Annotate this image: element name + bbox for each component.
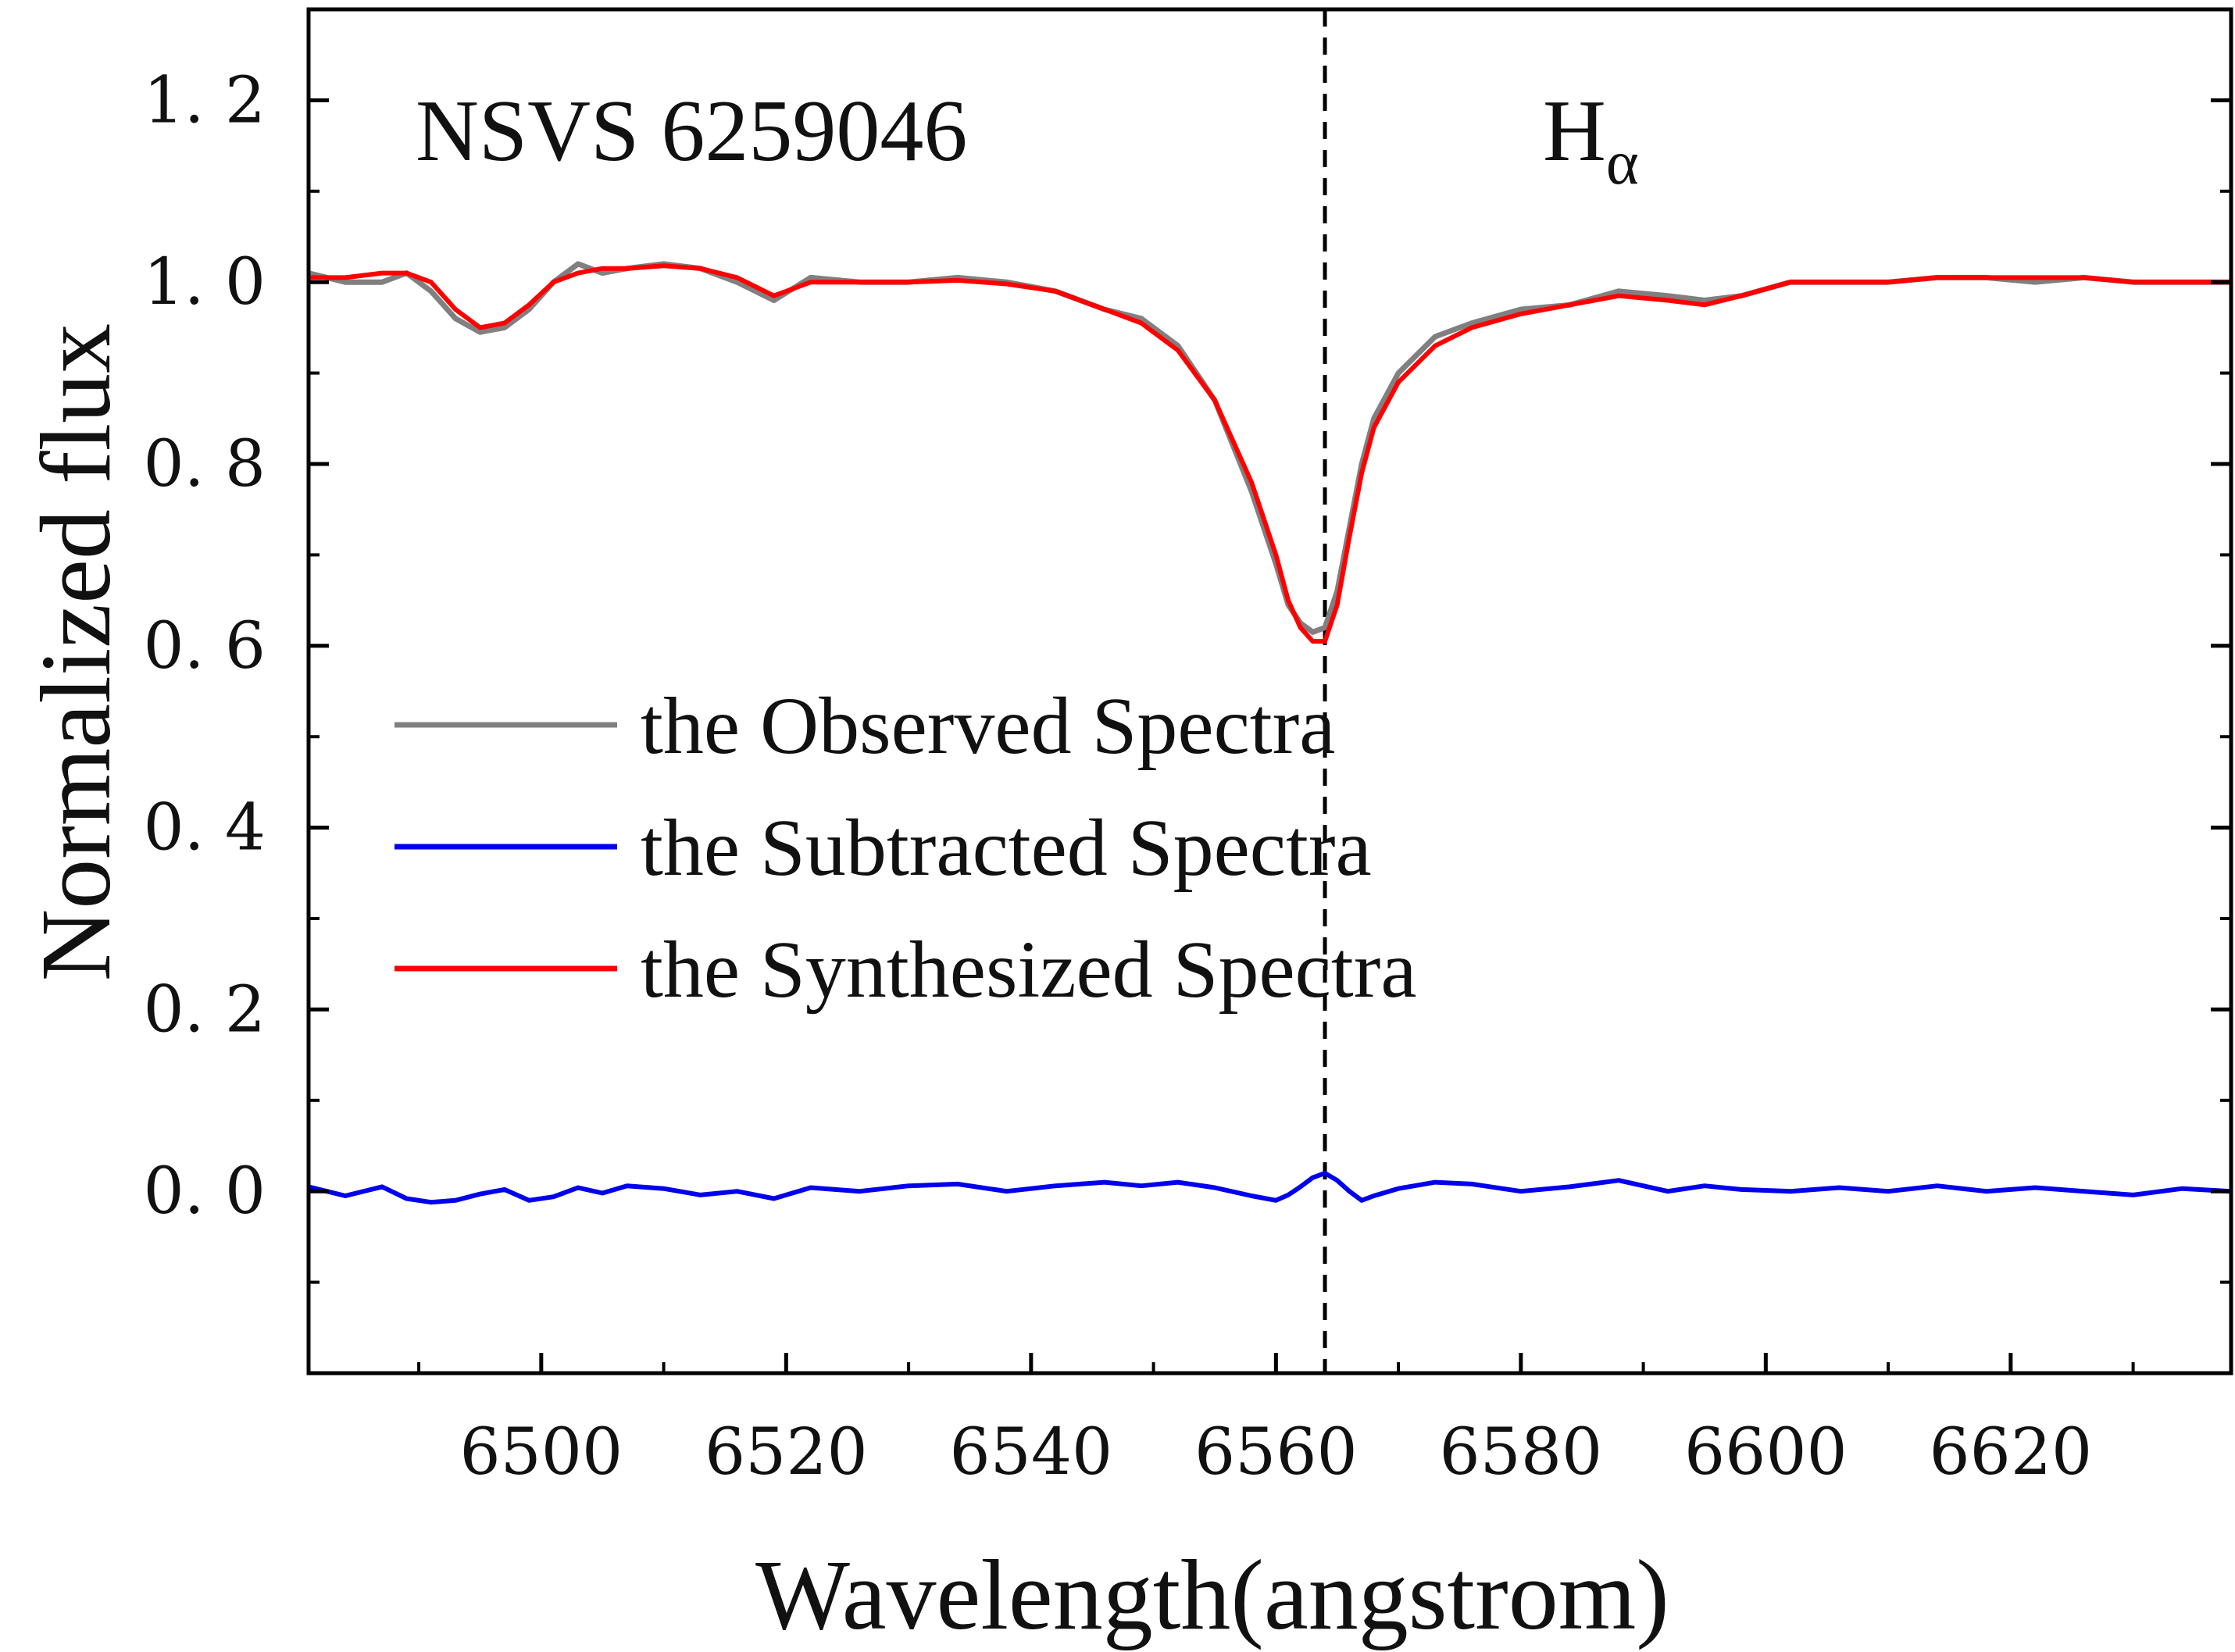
legend: the Observed Spectra the Subtracted Spect…: [395, 681, 1416, 1015]
x-tick-label: 6500: [459, 1415, 623, 1490]
h-alpha-subscript: α: [1606, 129, 1639, 198]
plot-frame: [306, 7, 2233, 1375]
y-tick-label: 0. 4: [144, 791, 266, 865]
series-layer: [308, 261, 2232, 1205]
y-axis-title: Normalized flux: [20, 323, 131, 981]
series-line-synthesized: [309, 263, 2231, 644]
h-alpha-main: H: [1543, 83, 1606, 180]
legend-label-observed: the Observed Spectra: [641, 681, 1335, 771]
y-tick-label: 0. 2: [144, 972, 266, 1047]
x-tick-label: 6560: [1194, 1415, 1358, 1490]
legend-label-subtracted: the Subtracted Spectra: [641, 803, 1372, 893]
tick-label-layer: 0. 0 0. 2 0. 4 0. 6 0. 8 1. 0 1. 2 6500 6520 6540…: [144, 63, 2093, 1490]
x-axis-title: Wavelength(angstrom): [755, 1540, 1669, 1650]
x-tick-label: 6600: [1684, 1415, 1848, 1490]
legend-label-synthesized: the Synthesized Spectra: [641, 925, 1416, 1015]
object-name-annotation: NSVS 6259046: [416, 83, 967, 180]
y-tick-label: 1. 2: [144, 63, 266, 137]
y-tick-label: 0. 8: [144, 427, 266, 501]
x-tick-label: 6620: [1930, 1415, 2093, 1490]
y-tick-label: 0. 6: [144, 609, 266, 683]
series-line-subtracted: [308, 1170, 2232, 1205]
y-tick-label: 0. 0: [144, 1154, 266, 1229]
h-alpha-annotation: Hα: [1543, 83, 1639, 198]
x-tick-label: 6520: [705, 1415, 868, 1490]
y-tick-label: 1. 0: [144, 245, 266, 319]
tick-layer: [309, 8, 2231, 1373]
x-tick-label: 6540: [949, 1415, 1112, 1490]
x-tick-label: 6580: [1439, 1415, 1602, 1490]
